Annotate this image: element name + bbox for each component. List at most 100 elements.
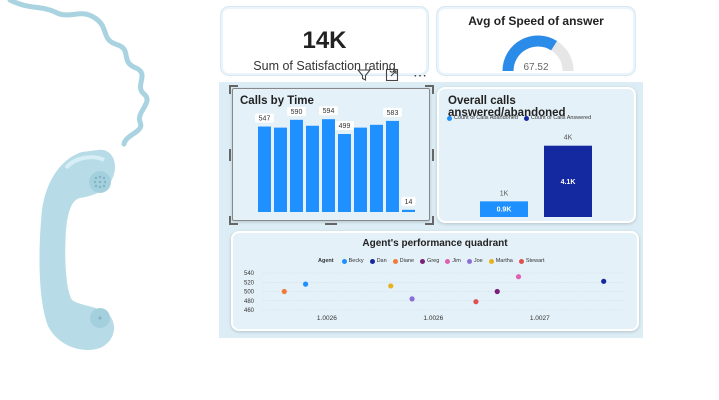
agent-point[interactable] (281, 288, 287, 295)
agent-legend-dot (392, 258, 398, 264)
agent-legend-dot (341, 258, 347, 264)
agent-point[interactable] (302, 281, 309, 287)
calls-bar[interactable] (322, 119, 335, 212)
legend-dot-answered (523, 115, 529, 121)
agent-point[interactable] (473, 299, 479, 305)
agent-legend-item[interactable]: Becky (341, 258, 364, 264)
agent-legend-item[interactable]: Martha (488, 258, 513, 264)
agent-legend-dot (518, 258, 524, 264)
bar-label-inside: 4.1K (561, 179, 576, 186)
calls-bar-label: 499 (335, 121, 354, 131)
agent-legend-item[interactable]: Jim (445, 258, 461, 264)
gauge-card-speed-of-answer[interactable]: Avg of Speed of answer 67.52 (437, 7, 635, 75)
svg-text:499: 499 (339, 123, 351, 130)
gauge-title: Avg of Speed of answer (468, 14, 604, 28)
bar-label-above: 1K (500, 190, 509, 197)
agent-legend-label: Diane (399, 258, 415, 264)
agent-point[interactable] (515, 274, 522, 280)
calls-by-time-chart: 547 590 594 499 583 14 (255, 106, 416, 212)
agent-point[interactable] (494, 288, 500, 295)
x-tick-label: 1.0026 (423, 315, 443, 322)
legend-label-answered: Count of Calls Answered (530, 115, 592, 121)
agent-point[interactable] (388, 283, 394, 289)
svg-text:547: 547 (259, 116, 271, 123)
agent-legend-item[interactable]: Joe (466, 258, 483, 264)
agent-legend-dot (420, 258, 426, 264)
agent-legend-dot (466, 258, 472, 264)
calls-bar[interactable] (386, 120, 399, 212)
phone-handset (39, 149, 116, 350)
filter-icon[interactable] (353, 65, 375, 85)
agent-legend-title: Agent (318, 258, 334, 264)
telephone-handset-image (7, 0, 150, 350)
agent-legend-item[interactable]: Stewart (518, 258, 545, 264)
svg-text:590: 590 (291, 109, 303, 116)
gauge-value: 67.52 (523, 62, 549, 73)
selection-handles (229, 85, 434, 225)
agent-point[interactable] (409, 296, 415, 302)
calls-by-time-card[interactable]: Calls by Time 547 590 594 499 583 14 (232, 88, 430, 221)
agent-legend-label: Greg (427, 258, 440, 264)
more-options-icon[interactable]: ⋯ (413, 66, 427, 83)
agent-legend-label: Becky (348, 258, 364, 264)
agent-legend-label: Joe (473, 258, 483, 264)
calls-bar[interactable] (402, 209, 415, 212)
svg-text:594: 594 (323, 108, 335, 115)
agent-point[interactable] (601, 278, 607, 284)
answered-abandoned-chart: 1K 0.9K 4K 4.1K (480, 135, 592, 217)
agent-legend-dot (488, 258, 494, 264)
answered-abandoned-bar[interactable] (480, 201, 528, 217)
answered-abandoned-legend: Count of Calls Abandoned Count of Calls … (447, 115, 593, 121)
x-tick-label: 1.0026 (317, 315, 337, 322)
kpi-card-satisfaction[interactable]: 14K Sum of Satisfaction rating (221, 7, 428, 75)
focus-mode-icon[interactable] (381, 65, 403, 85)
calls-bar[interactable] (338, 134, 351, 212)
calls-bar[interactable] (354, 127, 367, 212)
svg-text:583: 583 (387, 110, 399, 117)
answered-abandoned-title: Overall calls answered/abandoned (448, 95, 566, 119)
agent-legend-label: Dan (376, 258, 387, 264)
calls-bar-label: 547 (255, 113, 274, 123)
calls-by-time-title: Calls by Time (240, 95, 314, 107)
answered-abandoned-card[interactable]: Overall calls answered/abandoned Count o… (437, 87, 636, 223)
calls-bar[interactable] (274, 127, 287, 212)
y-tick-label: 480 (244, 299, 255, 305)
y-tick-label: 500 (244, 290, 255, 296)
agent-quadrant-card[interactable]: Agent's performance quadrant Agent Becky… (231, 231, 639, 331)
answered-abandoned-bar[interactable] (544, 145, 592, 217)
bar-label-inside: 0.9K (497, 207, 512, 214)
legend-item-answered[interactable]: Count of Calls Answered (523, 115, 592, 121)
agent-legend-dot (369, 258, 375, 264)
visual-header-toolbar: ⋯ (353, 65, 433, 85)
legend-dot-abandoned (447, 115, 452, 121)
agent-quadrant-title: Agent's performance quadrant (362, 238, 508, 249)
agent-quadrant-chart: 540 520 500 480 460 1.0026 1.0026 1.0027 (244, 271, 625, 322)
agent-legend-dot (445, 258, 451, 264)
legend-label-abandoned: Count of Calls Abandoned (454, 115, 518, 121)
y-tick-label: 460 (244, 308, 255, 314)
calls-bar[interactable] (306, 125, 319, 212)
calls-bar[interactable] (370, 124, 383, 212)
agent-legend-item[interactable]: Diane (392, 258, 415, 264)
gauge-fill (502, 35, 558, 72)
calls-bar-label: 594 (319, 106, 338, 116)
agent-legend-item[interactable]: Greg (420, 258, 439, 264)
phone-cord (7, 0, 150, 147)
gauge-chart (502, 35, 574, 72)
calls-bar-label: 583 (383, 107, 402, 117)
kpi-value: 14K (302, 27, 347, 54)
agent-legend-label: Martha (495, 258, 513, 264)
calls-bar[interactable] (258, 126, 271, 212)
x-tick-label: 1.0027 (530, 315, 550, 322)
calls-bar[interactable] (290, 119, 303, 212)
agent-legend-label: Jim (452, 258, 461, 264)
y-tick-label: 540 (244, 271, 255, 277)
svg-text:14: 14 (405, 199, 413, 206)
legend-item-abandoned[interactable]: Count of Calls Abandoned (447, 115, 518, 121)
calls-bar-label: 14 (401, 196, 416, 206)
agent-legend-label: Stewart (525, 258, 545, 264)
agent-legend-item[interactable]: Dan (369, 258, 387, 264)
agent-legend: Agent Becky Dan Diane Greg Jim Joe Martha Stewa… (318, 258, 547, 264)
calls-bar-label: 590 (287, 106, 306, 116)
y-tick-label: 520 (244, 280, 255, 286)
